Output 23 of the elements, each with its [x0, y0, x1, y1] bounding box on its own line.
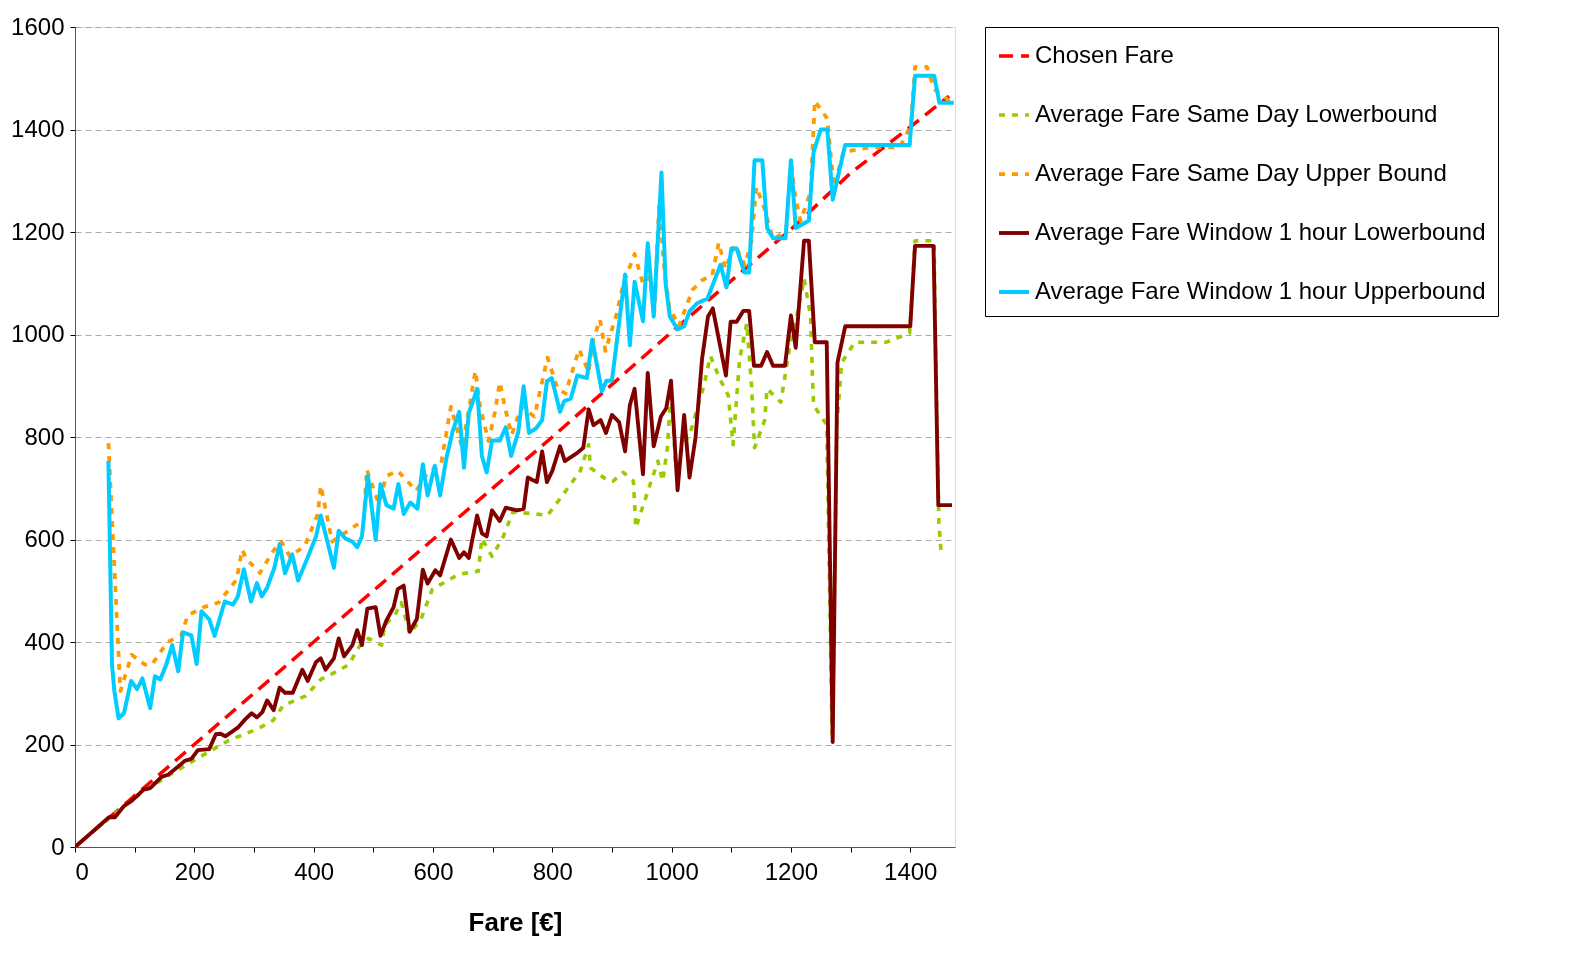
x-tick-label: 1400	[884, 857, 938, 885]
y-tick-label: 800	[24, 422, 65, 450]
y-tick-label: 1600	[11, 12, 65, 40]
y-tick-label: 1400	[11, 115, 65, 142]
y-tick-label: 600	[24, 525, 65, 552]
y-tick-label: 1200	[11, 217, 65, 245]
legend-label: Chosen Fare	[1035, 41, 1174, 68]
x-tick-label: 600	[413, 857, 454, 885]
x-tick-label: 1200	[764, 857, 819, 885]
legend-label: Average Fare Window 1 hour Lowerbound	[1035, 218, 1486, 245]
y-tick-label: 1000	[11, 320, 65, 347]
y-tick-label: 200	[24, 730, 65, 757]
x-tick-label: 400	[294, 857, 335, 885]
x-tick-label: 200	[174, 857, 215, 885]
y-tick-label: 0	[51, 832, 65, 860]
x-tick-label: 1000	[645, 857, 699, 885]
legend-label: Average Fare Window 1 hour Upperbound	[1035, 277, 1486, 304]
x-tick-label: 0	[75, 857, 89, 885]
legend-label: Average Fare Same Day Lowerbound	[1035, 100, 1438, 127]
y-tick-label: 400	[24, 627, 65, 655]
legend-label: Average Fare Same Day Upper Bound	[1035, 159, 1447, 186]
x-tick-label: 800	[532, 857, 573, 885]
x-axis-title: Fare [€]	[468, 906, 563, 937]
